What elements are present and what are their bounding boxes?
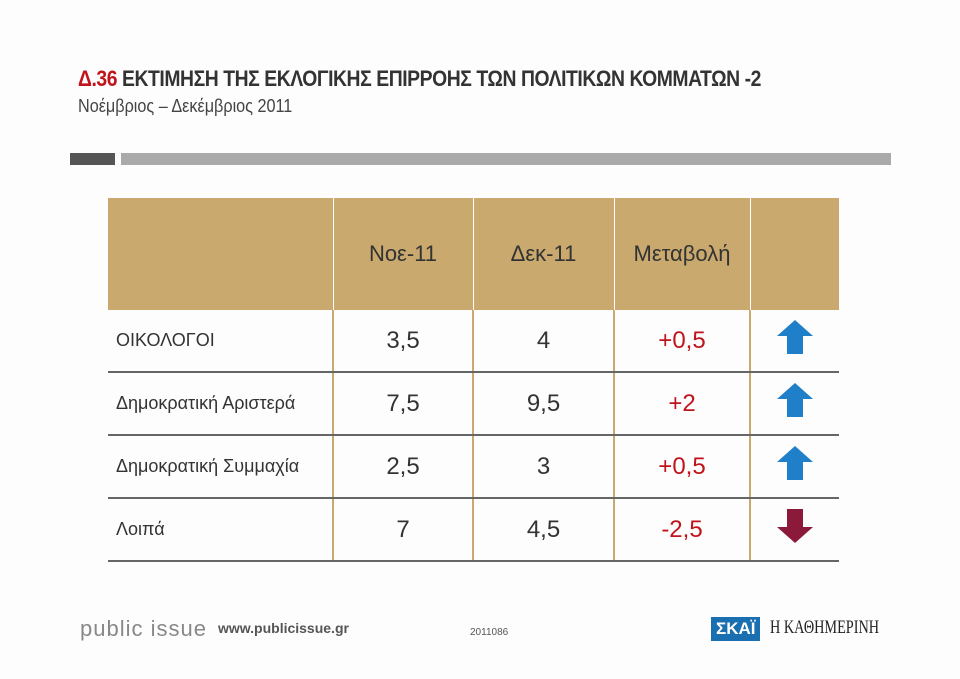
party-name: Δημοκρατική Αριστερά: [108, 372, 333, 436]
trend-cell: [749, 498, 839, 562]
change-value: +0,5: [613, 435, 750, 499]
dec-value: 4,5: [472, 498, 614, 562]
slide-code: Δ.36: [78, 66, 118, 91]
table-row: Δημοκρατική Αριστερά 7,5 9,5 +2: [108, 372, 839, 436]
dec-value: 4: [472, 310, 614, 373]
report-code: 2011086: [470, 627, 509, 638]
subtitle: Νοέμβριος – Δεκέμβριος 2011: [78, 96, 293, 116]
nov-value: 7,5: [332, 372, 473, 436]
dec-value: 9,5: [472, 372, 614, 436]
table-row: ΟΙΚΟΛΟΓΟΙ 3,5 4 +0,5: [108, 310, 839, 373]
arrow-up-icon: [777, 446, 813, 480]
header-dec: Δεκ-11: [472, 198, 614, 310]
table-header: Νοε-11 Δεκ-11 Μεταβολή: [108, 198, 839, 310]
trend-cell: [749, 372, 839, 436]
arrow-up-icon: [777, 383, 813, 417]
brand-logo: public issue: [80, 616, 207, 641]
header-party: [108, 198, 333, 310]
arrow-up-icon: [777, 320, 813, 354]
nov-value: 2,5: [332, 435, 473, 499]
party-name: Λοιπά: [108, 498, 333, 562]
trend-cell: [749, 310, 839, 373]
change-value: +0,5: [613, 310, 750, 373]
nov-value: 3,5: [332, 310, 473, 373]
header-nov: Νοε-11: [332, 198, 473, 310]
website-link[interactable]: www.publicissue.gr: [218, 620, 349, 636]
trend-cell: [749, 435, 839, 499]
nov-value: 7: [332, 498, 473, 562]
header-change: Μεταβολή: [613, 198, 750, 310]
header-trend: [749, 198, 839, 310]
kathimerini-logo: Η ΚΑΘΗΜΕΡΙΝΗ: [770, 617, 880, 638]
dec-value: 3: [472, 435, 614, 499]
page-title: Δ.36 ΕΚΤΙΜΗΣΗ ΤΗΣ ΕΚΛΟΓΙΚΗΣ ΕΠΙΡΡΟΗΣ ΤΩΝ…: [78, 66, 761, 92]
change-value: +2: [613, 372, 750, 436]
arrow-down-icon: [777, 509, 813, 543]
table-row: Δημοκρατική Συμμαχία 2,5 3 +0,5: [108, 435, 839, 499]
divider-dark: [70, 153, 115, 165]
party-name: ΟΙΚΟΛΟΓΟΙ: [108, 310, 333, 373]
divider-light: [121, 153, 891, 165]
skai-logo: ΣΚΑΪ: [711, 617, 761, 641]
table-row: Λοιπά 7 4,5 -2,5: [108, 498, 839, 562]
title-text: ΕΚΤΙΜΗΣΗ ΤΗΣ ΕΚΛΟΓΙΚΗΣ ΕΠΙΡΡΟΗΣ ΤΩΝ ΠΟΛΙ…: [122, 66, 761, 91]
results-table: Νοε-11 Δεκ-11 Μεταβολή ΟΙΚΟΛΟΓΟΙ 3,5 4 +…: [108, 198, 839, 562]
party-name: Δημοκρατική Συμμαχία: [108, 435, 333, 499]
change-value: -2,5: [613, 498, 750, 562]
